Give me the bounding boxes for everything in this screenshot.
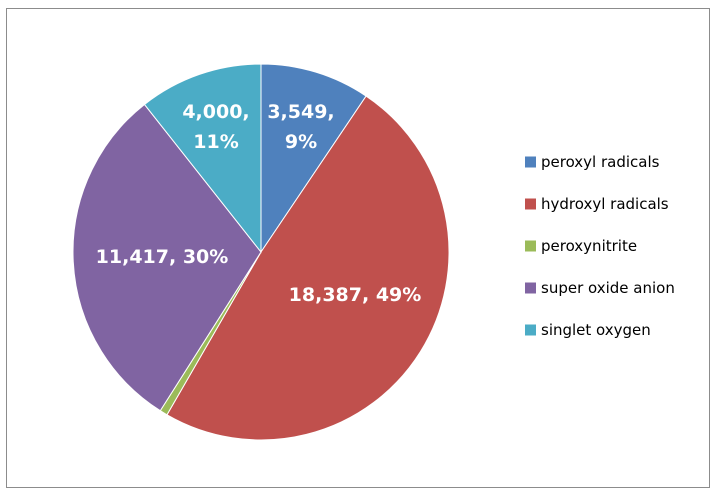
pie-slice-peroxyl-radicals <box>260 63 367 254</box>
legend-label: peroxynitrite <box>541 237 637 255</box>
legend-swatch <box>525 324 536 336</box>
pie-slice-singlet-oxygen <box>143 63 262 254</box>
pie-slice-hydroxyl-radicals <box>166 95 450 441</box>
data-label: 4,000, <box>182 101 249 123</box>
legend-swatch <box>525 240 536 252</box>
legend-label: singlet oxygen <box>541 321 651 339</box>
data-label: 11,417, 30% <box>96 246 229 268</box>
legend-label: super oxide anion <box>541 279 675 297</box>
legend-swatch <box>525 156 536 168</box>
legend-label: hydroxyl radicals <box>541 195 669 213</box>
data-label: 9% <box>285 131 317 153</box>
data-label: 3,549, <box>267 101 334 123</box>
data-label: 18,387, 49% <box>289 284 422 306</box>
legend-swatch <box>525 198 536 210</box>
data-label: 11% <box>193 131 238 153</box>
pie-slice-super-oxide-anion <box>72 103 262 412</box>
legend-swatch <box>525 282 536 294</box>
legend-label: peroxyl radicals <box>541 153 660 171</box>
